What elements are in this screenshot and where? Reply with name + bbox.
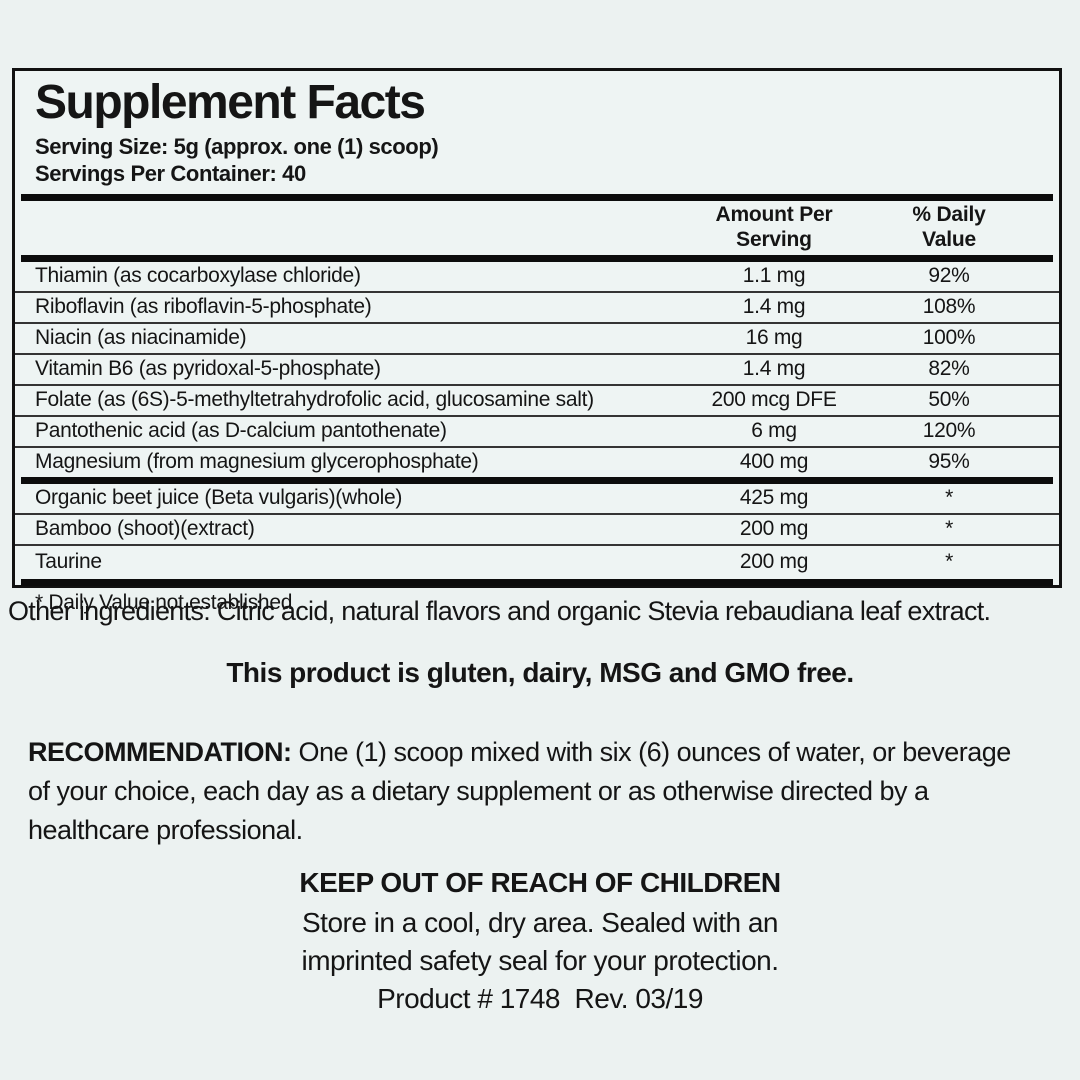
storage-instructions-line2: imprinted safety seal for your protectio… [301,945,779,976]
keep-out-of-reach-warning: KEEP OUT OF REACH OF CHILDREN [299,867,781,898]
free-claim: This product is gluten, dairy, MSG and G… [226,657,854,688]
thick-divider [21,193,1053,201]
servings-per-container: Servings Per Container: 40 [35,160,306,186]
ingredient-name: Taurine [35,550,102,574]
amount-value: 200 mcg DFE [711,388,837,412]
table-row: Pantothenic acid (as D-calcium pantothen… [15,417,1059,448]
amount-value: 425 mg [739,486,809,510]
thick-divider [21,476,1053,484]
amount-header-line2: Serving [736,227,812,251]
daily-value: 95% [928,450,970,474]
ingredient-name: Organic beet juice (Beta vulgaris)(whole… [35,486,403,510]
amount-per-serving-header: Amount Per Serving [679,203,869,253]
daily-value: 108% [922,295,976,319]
amount-value: 200 mg [739,517,809,541]
botanical-rows: Organic beet juice (Beta vulgaris)(whole… [15,484,1059,579]
recommendation-text: One (1) scoop mixed with six (6) ounces … [28,737,1011,845]
ingredient-name: Vitamin B6 (as pyridoxal-5-phosphate) [35,357,381,381]
recommendation-paragraph: RECOMMENDATION: One (1) scoop mixed with … [28,733,1030,850]
amount-value: 1.4 mg [742,357,806,381]
daily-value: 100% [922,326,976,350]
amount-value: 16 mg [745,326,803,350]
table-row: Bamboo (shoot)(extract) 200 mg * [15,515,1059,546]
table-row: Thiamin (as cocarboxylase chloride) 1.1 m… [15,262,1059,293]
thick-divider [21,254,1053,262]
panel-header: Supplement Facts Serving Size: 5g (appro… [15,71,1059,188]
recommendation-label: RECOMMENDATION: [28,737,292,767]
amount-header-line1: Amount Per [715,202,833,226]
amount-value: 1.4 mg [742,295,806,319]
ingredient-name: Riboflavin (as riboflavin-5-phosphate) [35,295,372,319]
daily-value-header: % Daily Value [869,203,1029,253]
table-row: Niacin (as niacinamide) 16 mg 100% [15,324,1059,355]
thick-divider [21,578,1053,586]
daily-value-footnote: * Daily Value not established [35,590,293,614]
ingredient-name: Folate (as (6S)-5-methyltetrahydrofolic … [35,388,594,412]
daily-value: 120% [922,419,976,443]
table-row: Taurine 200 mg * [15,546,1059,579]
daily-value: 92% [928,264,970,288]
ingredient-name: Pantothenic acid (as D-calcium pantothen… [35,419,447,443]
serving-size: Serving Size: 5g (approx. one (1) scoop) [35,133,439,159]
table-row: Organic beet juice (Beta vulgaris)(whole… [15,484,1059,515]
daily-value: * [945,486,953,510]
table-row: Folate (as (6S)-5-methyltetrahydrofolic … [15,386,1059,417]
amount-value: 400 mg [739,450,809,474]
vitamin-mineral-rows: Thiamin (as cocarboxylase chloride) 1.1 m… [15,262,1059,477]
supplement-facts-panel: Supplement Facts Serving Size: 5g (appro… [12,68,1062,614]
daily-value: * [945,517,953,541]
table-row: Magnesium (from magnesium glycerophospha… [15,448,1059,477]
product-number-revision: Product # 1748 Rev. 03/19 [377,983,703,1014]
dv-header-line2: Value [922,227,976,251]
amount-value: 1.1 mg [742,264,806,288]
other-ingredients: Other ingredients: Citric acid, natural … [8,596,991,626]
dv-header-line1: % Daily [912,202,986,226]
table-row: Vitamin B6 (as pyridoxal-5-phosphate) 1.4… [15,355,1059,386]
daily-value: 50% [928,388,970,412]
table-header-row: Amount Per Serving % Daily Value [15,201,1059,255]
daily-value: 82% [928,357,970,381]
ingredient-name: Thiamin (as cocarboxylase chloride) [35,264,361,288]
amount-value: 200 mg [739,550,809,574]
panel-title: Supplement Facts [35,76,426,129]
storage-instructions-line1: Store in a cool, dry area. Sealed with a… [301,907,779,938]
amount-value: 6 mg [751,419,797,443]
table-row: Riboflavin (as riboflavin-5-phosphate) 1.… [15,293,1059,324]
ingredient-name: Bamboo (shoot)(extract) [35,517,255,541]
ingredient-name: Niacin (as niacinamide) [35,326,247,350]
ingredient-name: Magnesium (from magnesium glycerophospha… [35,450,479,474]
daily-value: * [945,550,953,574]
